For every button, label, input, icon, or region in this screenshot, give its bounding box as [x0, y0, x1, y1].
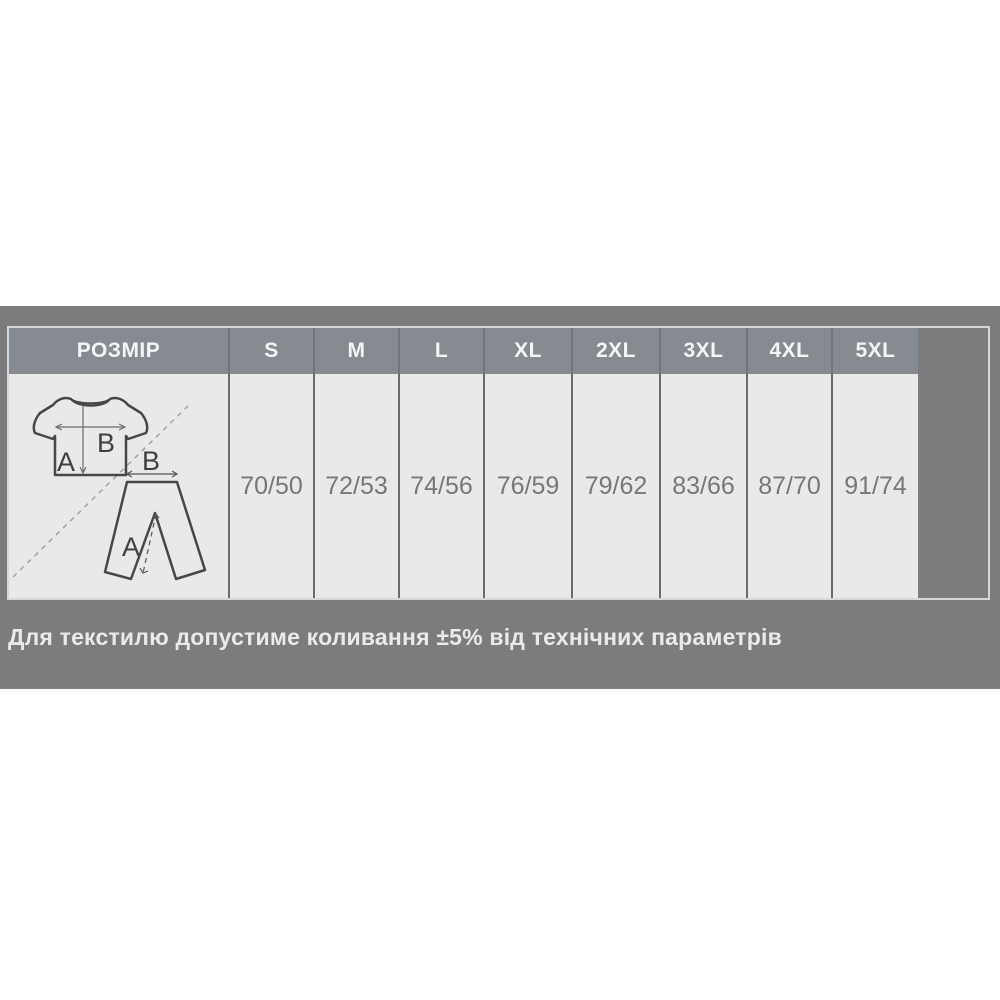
size-column-s: S 70/50	[228, 328, 313, 598]
size-column-4xl: 4XL 87/70	[746, 328, 831, 598]
tshirt-collar	[70, 398, 111, 407]
size-column-m: M 72/53	[313, 328, 398, 598]
size-header: 4XL	[746, 328, 831, 374]
size-value: 74/56	[398, 374, 483, 598]
pants-outline	[103, 480, 207, 581]
size-header: S	[228, 328, 313, 374]
pants-length-line	[142, 513, 157, 574]
size-value: 87/70	[746, 374, 831, 598]
size-table: РОЗМІР A B	[7, 326, 990, 600]
size-value: 70/50	[228, 374, 313, 598]
size-value: 83/66	[659, 374, 746, 598]
pants-length-arrowhead-bottom	[139, 567, 149, 574]
size-header: 3XL	[659, 328, 746, 374]
size-table-title: РОЗМІР	[9, 328, 228, 374]
size-chart-panel: РОЗМІР A B	[0, 306, 1000, 689]
size-column-l: L 74/56	[398, 328, 483, 598]
diagonal-divider-line	[12, 405, 189, 578]
size-header: XL	[483, 328, 571, 374]
size-value: 72/53	[313, 374, 398, 598]
shirt-width-arrowhead-left	[54, 423, 63, 431]
size-header: L	[398, 328, 483, 374]
table-right-filler	[918, 328, 988, 598]
shirt-width-arrowhead-right	[118, 423, 127, 431]
size-value: 91/74	[831, 374, 918, 598]
pants-width-label: B	[142, 446, 160, 476]
garment-measurement-diagram: A B B A	[12, 396, 207, 581]
shirt-width-label: B	[97, 428, 115, 458]
shirt-length-arrowhead	[79, 466, 87, 475]
pants-length-label: A	[122, 532, 140, 562]
shirt-length-label: A	[57, 447, 75, 477]
tolerance-note: Для текстилю допустиме коливання ±5% від…	[8, 624, 782, 650]
size-header: 5XL	[831, 328, 918, 374]
size-value: 76/59	[483, 374, 571, 598]
size-value: 79/62	[571, 374, 659, 598]
size-column-xl: XL 76/59	[483, 328, 571, 598]
size-header: M	[313, 328, 398, 374]
size-column-2xl: 2XL 79/62	[571, 328, 659, 598]
size-name-column: РОЗМІР A B	[9, 328, 228, 598]
size-column-3xl: 3XL 83/66	[659, 328, 746, 598]
size-column-5xl: 5XL 91/74	[831, 328, 918, 598]
pants-width-arrowhead-right	[171, 470, 179, 478]
pants-length-arrowhead-top	[152, 513, 160, 519]
size-header: 2XL	[571, 328, 659, 374]
pants-width-arrowhead-left	[125, 470, 133, 478]
garment-diagram-cell: A B B A	[9, 374, 228, 598]
